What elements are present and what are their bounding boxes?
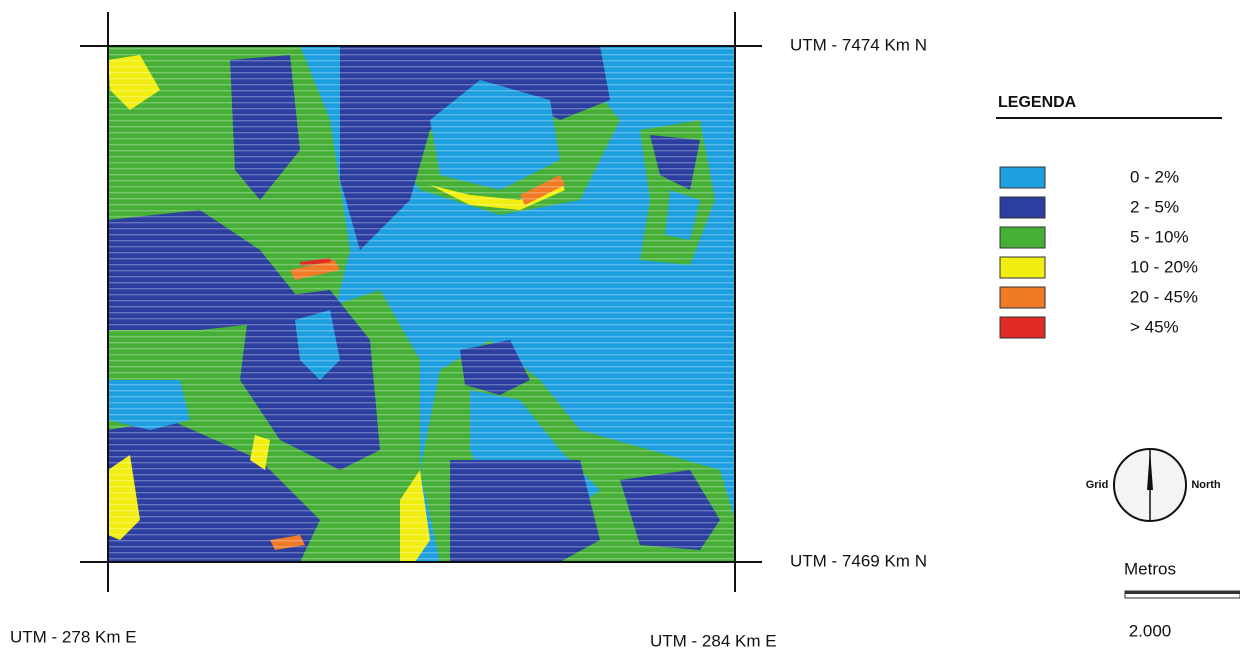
legend-label: 5 - 10% [1130,227,1189,246]
legend-swatch [1000,317,1045,338]
coordinate-label: UTM - 7469 Km N [790,551,927,570]
legend-label: 10 - 20% [1130,257,1198,276]
legend-label: 2 - 5% [1130,197,1179,216]
legend: 0 - 2% 2 - 5% 5 - 10% 10 - 20% 20 - 45% > 45% [1000,167,1198,338]
legend-swatch [1000,197,1045,218]
compass-label: Grid [1086,479,1109,491]
north-arrow: Grid North [1086,449,1221,521]
legend-swatch [1000,227,1045,248]
scale-length: 2.000 [1129,621,1172,640]
legend-label: > 45% [1130,317,1179,336]
legend-label: 20 - 45% [1130,287,1198,306]
scale-bar [1125,591,1240,598]
map-figure: UTM - 7474 Km N UTM - 7469 Km N UTM - 27… [0,0,1240,654]
legend-swatch [1000,287,1045,308]
page: UTM - 7474 Km N UTM - 7469 Km N UTM - 27… [0,0,1240,654]
scale-unit: Metros [1124,559,1176,578]
coordinate-label: UTM - 7474 Km N [790,35,927,54]
legend-label: 0 - 2% [1130,167,1179,186]
compass-label: North [1191,479,1221,491]
coordinate-label: UTM - 284 Km E [650,631,777,650]
legend-title: LEGENDA [998,94,1077,111]
legend-swatch [1000,257,1045,278]
scale-bar-fill [1125,591,1240,594]
legend-swatch [1000,167,1045,188]
raster-texture [108,46,735,562]
coordinate-label: UTM - 278 Km E [10,627,137,646]
